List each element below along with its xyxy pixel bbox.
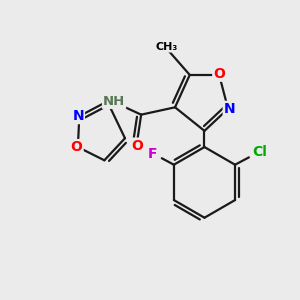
Text: CH₃: CH₃	[156, 42, 178, 52]
Text: Cl: Cl	[253, 145, 268, 159]
Text: F: F	[148, 147, 157, 161]
Text: O: O	[213, 67, 225, 81]
Text: O: O	[131, 139, 143, 153]
Text: N: N	[224, 102, 235, 116]
Text: N: N	[72, 109, 84, 123]
Text: NH: NH	[103, 95, 125, 108]
Text: O: O	[71, 140, 82, 154]
